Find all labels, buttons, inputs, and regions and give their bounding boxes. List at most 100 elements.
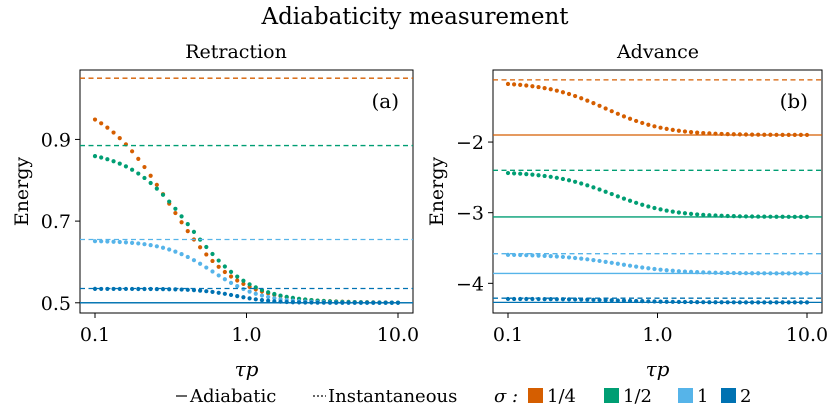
data-point bbox=[99, 155, 104, 160]
data-point bbox=[530, 296, 535, 302]
data-point bbox=[321, 300, 326, 305]
data-point bbox=[222, 264, 227, 269]
legend-entry-label: 2 bbox=[740, 386, 751, 407]
legend-swatch bbox=[528, 388, 543, 403]
y-tick-label: 0.5 bbox=[41, 293, 71, 315]
data-point bbox=[731, 214, 736, 219]
data-point bbox=[530, 172, 535, 177]
data-point bbox=[713, 300, 718, 305]
data-point bbox=[377, 300, 382, 305]
data-point bbox=[725, 300, 730, 305]
data-point bbox=[701, 130, 706, 136]
data-point bbox=[615, 261, 620, 266]
data-point bbox=[111, 130, 116, 135]
x-tick-label: 0.1 bbox=[493, 324, 523, 346]
data-point bbox=[731, 270, 736, 276]
data-point bbox=[241, 278, 246, 283]
data-point bbox=[130, 149, 135, 154]
data-point bbox=[395, 300, 401, 305]
data-point bbox=[160, 192, 166, 197]
data-point bbox=[92, 154, 98, 159]
data-point bbox=[272, 299, 277, 304]
data-point bbox=[676, 269, 681, 274]
data-point bbox=[266, 294, 271, 300]
data-point bbox=[597, 103, 602, 108]
data-point bbox=[136, 286, 141, 292]
data-point bbox=[646, 299, 651, 304]
data-point bbox=[160, 245, 166, 250]
data-point bbox=[780, 271, 785, 276]
legend-instantaneous-label: Instantaneous bbox=[328, 386, 457, 407]
data-point bbox=[309, 300, 314, 305]
data-point bbox=[167, 199, 172, 204]
legend-swatch bbox=[721, 388, 736, 403]
data-point bbox=[130, 167, 135, 172]
data-point bbox=[725, 132, 730, 137]
data-point bbox=[222, 269, 227, 275]
data-point bbox=[646, 204, 651, 209]
data-point bbox=[658, 267, 663, 272]
data-point bbox=[719, 131, 724, 137]
data-point bbox=[512, 171, 517, 176]
data-point bbox=[99, 239, 104, 244]
data-point bbox=[247, 296, 252, 301]
panel-retraction: Retraction 0.1 1.0 10.0 0.5 0.7 0.9 τp Energy (a… bbox=[11, 41, 419, 381]
data-point bbox=[749, 300, 755, 305]
data-point bbox=[713, 270, 718, 275]
data-point bbox=[241, 295, 246, 300]
x-axis-label: τp bbox=[646, 357, 670, 381]
y-tick-label: −2 bbox=[456, 132, 484, 154]
data-point bbox=[719, 213, 724, 218]
data-point bbox=[701, 212, 706, 217]
panel-title-advance: Advance bbox=[616, 41, 699, 63]
data-point bbox=[762, 132, 767, 137]
data-point bbox=[621, 298, 627, 303]
data-point bbox=[768, 132, 773, 137]
panel-label: (a) bbox=[371, 89, 399, 113]
data-point bbox=[786, 300, 791, 305]
data-point bbox=[542, 85, 547, 91]
data-point bbox=[228, 269, 234, 274]
data-point bbox=[117, 136, 122, 141]
data-point bbox=[185, 222, 190, 227]
data-point bbox=[198, 245, 203, 250]
data-point bbox=[364, 300, 370, 305]
data-point bbox=[327, 300, 333, 305]
data-point bbox=[792, 132, 797, 137]
data-point bbox=[695, 300, 700, 305]
data-point bbox=[548, 254, 553, 259]
data-point bbox=[216, 264, 221, 269]
data-point bbox=[216, 290, 221, 295]
data-point bbox=[756, 271, 761, 276]
data-point bbox=[92, 239, 98, 244]
data-point bbox=[235, 294, 240, 299]
data-point bbox=[737, 271, 742, 276]
data-point bbox=[670, 209, 675, 214]
data-point bbox=[272, 291, 277, 297]
data-point bbox=[371, 300, 376, 305]
data-point bbox=[524, 172, 529, 177]
data-point bbox=[585, 297, 590, 302]
legend-swatch bbox=[604, 388, 619, 403]
data-point bbox=[664, 126, 669, 131]
data-point bbox=[603, 298, 608, 303]
data-point bbox=[148, 180, 153, 186]
data-point bbox=[749, 214, 755, 219]
data-point bbox=[111, 239, 116, 244]
data-point bbox=[179, 220, 184, 225]
figure-title: Adiabaticity measurement bbox=[260, 4, 569, 30]
data-point bbox=[105, 157, 110, 162]
data-point bbox=[266, 298, 271, 303]
data-point bbox=[743, 271, 749, 276]
data-point bbox=[105, 239, 110, 244]
data-point bbox=[713, 131, 718, 136]
panel-advance: Advance 0.1 1.0 10.0 −2 −3 −4 τp Energy (b) bbox=[426, 41, 828, 381]
data-point bbox=[173, 206, 178, 211]
data-point bbox=[804, 271, 810, 276]
data-point bbox=[518, 252, 523, 258]
data-point bbox=[609, 191, 614, 197]
data-point bbox=[640, 202, 645, 207]
data-point bbox=[560, 297, 566, 302]
data-point bbox=[676, 128, 681, 133]
data-point bbox=[222, 291, 227, 296]
